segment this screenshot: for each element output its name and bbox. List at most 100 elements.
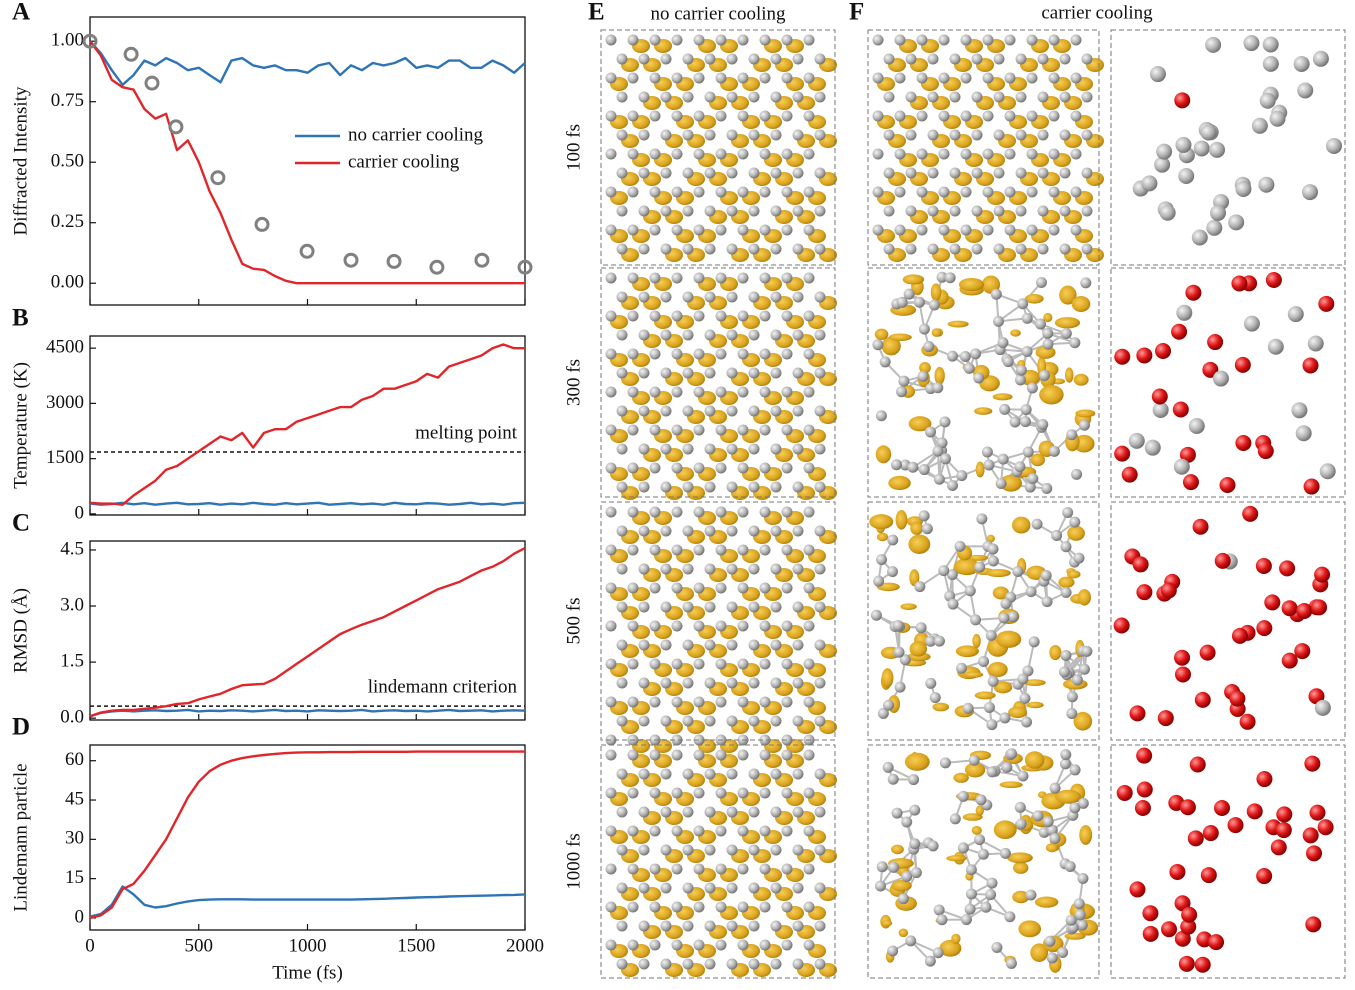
atom [1141,175,1158,192]
atom [886,566,898,578]
atom [973,372,985,384]
atom [781,34,793,46]
atom [949,167,961,179]
atom [954,540,966,552]
atom [883,205,895,217]
atom [1128,432,1145,449]
atom [671,34,683,46]
atom [627,696,639,708]
atom [792,920,804,932]
atom [947,598,959,610]
atom [1070,186,1082,198]
row-label: 300 fs [563,359,584,406]
atom [964,903,976,915]
atom [1202,825,1219,842]
atom [1178,955,1195,972]
atom [883,167,895,179]
atom [991,942,1003,954]
atom [883,53,895,65]
atom [897,893,909,905]
atom [985,889,997,901]
atom [1121,466,1138,483]
atom [726,291,738,303]
atom [682,481,694,493]
atom [638,715,650,727]
atom [1064,860,1076,872]
atom [781,462,793,474]
atom [896,386,908,398]
snapshot [869,507,1093,731]
atom [910,867,922,879]
atom [682,367,694,379]
atom [616,129,628,141]
atom [616,639,628,651]
atom [1302,827,1319,844]
atom [1048,445,1060,457]
atom [1004,34,1016,46]
atom [1017,673,1029,685]
atom [693,386,705,398]
atom [971,53,983,65]
atom [693,186,705,198]
atom [1242,505,1259,522]
atom [737,620,749,632]
charge-density [955,645,979,658]
data-line [89,40,525,285]
atom [638,525,650,537]
atom [1069,802,1081,814]
atom [781,506,793,518]
atom [616,768,628,780]
charge-density [962,671,984,678]
atom [1007,611,1019,623]
atom [682,405,694,417]
atom [649,72,661,84]
atom [638,481,650,493]
x-tick-label: 1000 [289,935,327,956]
snapshot-frame [600,267,836,498]
atom [693,110,705,122]
atom [605,544,617,556]
atom [814,91,826,103]
atom [1026,224,1038,236]
atom [956,662,968,674]
atom [638,167,650,179]
atom [616,601,628,613]
atom [759,348,771,360]
atom [605,582,617,594]
atom [1287,306,1304,323]
atom [971,91,983,103]
atom [1017,770,1029,782]
atom [1255,557,1272,574]
data-point [386,253,402,269]
charge-density [1071,296,1091,312]
atom [1193,140,1210,157]
atom [627,386,639,398]
atom [1026,34,1038,46]
atom [704,601,716,613]
atom [682,563,694,575]
atom [770,601,782,613]
atom [1069,516,1081,528]
atom [638,367,650,379]
atom [814,882,826,894]
atom [1209,141,1226,158]
data-point [123,46,139,62]
atom [1219,476,1236,493]
atom [1021,345,1033,357]
atom [993,129,1005,141]
atom [992,315,1004,327]
atom [957,790,969,802]
charge-density [934,366,945,385]
charge-density [962,813,983,821]
atom [759,506,771,518]
atom [660,601,672,613]
atom [715,72,727,84]
charge-density [1030,453,1045,467]
snapshot [605,506,837,753]
atom [759,939,771,951]
data-line [89,40,526,86]
atom [1200,124,1217,141]
atom [770,205,782,217]
legend-label: no carrier cooling [348,124,484,145]
atom [803,863,815,875]
